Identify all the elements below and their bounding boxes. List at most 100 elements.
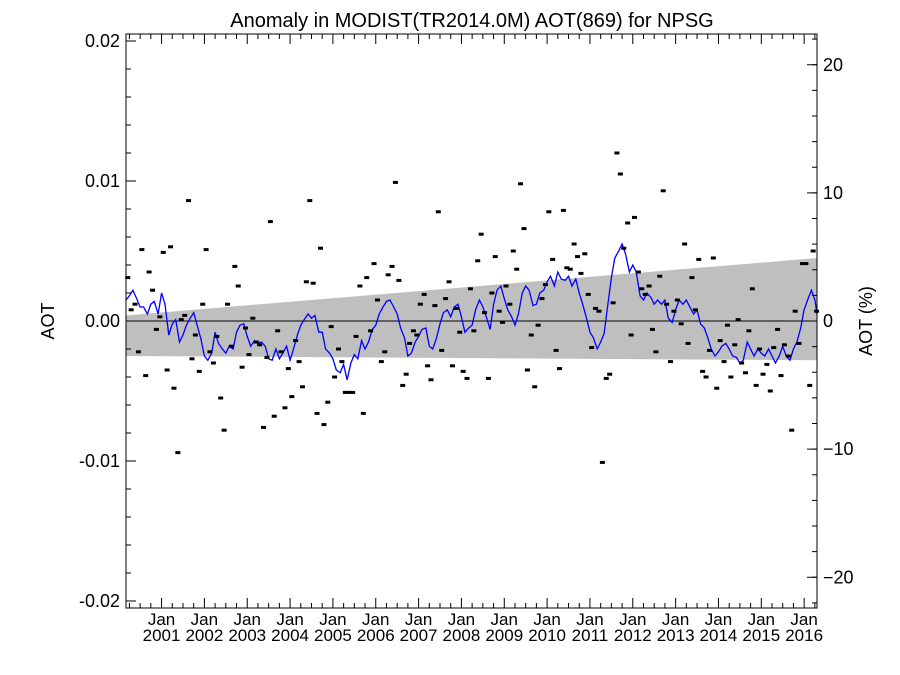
- data-point: [682, 242, 688, 246]
- data-point: [210, 361, 216, 365]
- data-point: [342, 390, 348, 394]
- data-point: [310, 281, 316, 285]
- data-point: [475, 259, 481, 263]
- data-point: [278, 350, 284, 354]
- data-point: [396, 278, 402, 282]
- data-point: [621, 246, 627, 250]
- data-point: [253, 340, 259, 344]
- x-tick-label-year: 2007: [400, 626, 438, 645]
- data-point: [257, 343, 263, 347]
- data-point: [135, 350, 141, 354]
- data-point: [785, 354, 791, 358]
- x-tick-label-year: 2015: [742, 626, 780, 645]
- data-point: [778, 374, 784, 378]
- data-point: [589, 346, 595, 350]
- data-point: [186, 199, 192, 203]
- data-point: [557, 367, 563, 371]
- data-point: [521, 227, 527, 231]
- data-point: [332, 375, 338, 379]
- data-point: [528, 333, 534, 337]
- data-point: [321, 423, 327, 427]
- data-point: [353, 334, 359, 338]
- data-point: [392, 180, 398, 184]
- running-mean-layer: [125, 242, 818, 380]
- data-point: [796, 341, 802, 345]
- x-tick-label-month: Jan: [362, 610, 389, 629]
- data-point: [757, 347, 763, 351]
- data-point: [400, 383, 406, 387]
- x-tick-label-month: Jan: [148, 610, 175, 629]
- data-point: [678, 322, 684, 326]
- data-point: [546, 210, 552, 214]
- data-point: [357, 284, 363, 288]
- data-point: [403, 372, 409, 376]
- data-point: [485, 376, 491, 380]
- data-point: [593, 306, 599, 310]
- data-point: [346, 390, 352, 394]
- data-point: [449, 364, 455, 368]
- data-point: [596, 309, 602, 313]
- data-point: [578, 271, 584, 275]
- data-point: [261, 425, 267, 429]
- y-tick-label-right: 10: [823, 183, 843, 203]
- data-point: [196, 369, 202, 373]
- data-point: [407, 341, 413, 345]
- data-point: [289, 395, 295, 399]
- y-tick-label-right: −10: [823, 439, 854, 459]
- x-tick-label-year: 2011: [572, 626, 609, 645]
- data-point: [582, 252, 588, 256]
- data-point: [382, 350, 388, 354]
- data-point: [132, 302, 138, 306]
- data-point: [799, 262, 805, 266]
- data-point: [657, 274, 663, 278]
- data-point: [649, 327, 655, 331]
- data-point: [150, 288, 156, 292]
- data-point: [232, 264, 238, 268]
- data-point: [500, 320, 506, 324]
- data-point: [171, 386, 177, 390]
- data-point: [267, 220, 273, 224]
- x-tick-label-month: Jan: [576, 610, 603, 629]
- data-point: [482, 311, 488, 315]
- y-axis-label-left: AOT: [38, 302, 58, 339]
- y-tick-label-left: -0.01: [79, 451, 120, 471]
- data-point: [518, 182, 524, 186]
- data-point: [599, 460, 605, 464]
- data-point: [714, 386, 720, 390]
- data-point: [350, 390, 356, 394]
- data-point: [753, 383, 759, 387]
- data-point: [378, 360, 384, 364]
- data-point: [571, 242, 577, 246]
- x-tick-label-year: 2008: [443, 626, 481, 645]
- x-tick-label-year: 2002: [185, 626, 223, 645]
- data-point: [374, 298, 380, 302]
- data-point: [293, 339, 299, 343]
- y-tick-label-right: 20: [823, 55, 843, 75]
- y-tick-label-left: 0.01: [85, 171, 120, 191]
- x-tick-label-month: Jan: [748, 610, 775, 629]
- data-point: [781, 343, 787, 347]
- data-point: [178, 318, 184, 322]
- data-point: [160, 250, 166, 254]
- data-point: [539, 297, 545, 301]
- data-point: [674, 298, 680, 302]
- data-point: [625, 221, 631, 225]
- x-tick-label-year: 2004: [271, 626, 309, 645]
- data-point: [717, 339, 723, 343]
- x-tick-label-month: Jan: [619, 610, 646, 629]
- data-point: [271, 414, 277, 418]
- x-tick-label-month: Jan: [276, 610, 303, 629]
- data-point: [125, 276, 131, 280]
- axis-ticks-layer: [126, 34, 817, 608]
- x-tick-label-month: Jan: [491, 610, 518, 629]
- data-point: [453, 306, 459, 310]
- x-tick-label-year: 2006: [357, 626, 395, 645]
- data-point: [760, 372, 766, 376]
- data-point: [192, 333, 198, 337]
- x-tick-label-month: Jan: [705, 610, 732, 629]
- data-point: [514, 267, 520, 271]
- data-point: [325, 400, 331, 404]
- data-point: [685, 341, 691, 345]
- data-point: [732, 343, 738, 347]
